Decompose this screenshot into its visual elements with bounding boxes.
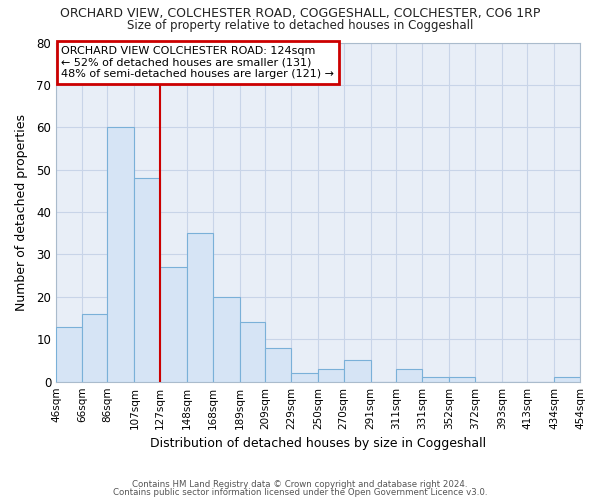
Bar bbox=[318, 369, 344, 382]
Text: ORCHARD VIEW COLCHESTER ROAD: 124sqm
← 52% of detached houses are smaller (131)
: ORCHARD VIEW COLCHESTER ROAD: 124sqm ← 5… bbox=[61, 46, 334, 79]
X-axis label: Distribution of detached houses by size in Coggeshall: Distribution of detached houses by size … bbox=[150, 437, 486, 450]
Bar bbox=[213, 297, 240, 382]
Bar bbox=[107, 128, 134, 382]
Bar bbox=[449, 378, 475, 382]
Bar bbox=[187, 234, 213, 382]
Text: ORCHARD VIEW, COLCHESTER ROAD, COGGESHALL, COLCHESTER, CO6 1RP: ORCHARD VIEW, COLCHESTER ROAD, COGGESHAL… bbox=[60, 8, 540, 20]
Text: Contains public sector information licensed under the Open Government Licence v3: Contains public sector information licen… bbox=[113, 488, 487, 497]
Bar bbox=[56, 326, 82, 382]
Bar bbox=[554, 378, 580, 382]
Bar bbox=[240, 322, 265, 382]
Bar bbox=[422, 378, 449, 382]
Bar bbox=[344, 360, 371, 382]
Bar bbox=[291, 373, 318, 382]
Bar bbox=[160, 267, 187, 382]
Bar bbox=[82, 314, 107, 382]
Bar bbox=[397, 369, 422, 382]
Text: Size of property relative to detached houses in Coggeshall: Size of property relative to detached ho… bbox=[127, 19, 473, 32]
Bar bbox=[265, 348, 291, 382]
Y-axis label: Number of detached properties: Number of detached properties bbox=[15, 114, 28, 310]
Text: Contains HM Land Registry data © Crown copyright and database right 2024.: Contains HM Land Registry data © Crown c… bbox=[132, 480, 468, 489]
Bar bbox=[134, 178, 160, 382]
